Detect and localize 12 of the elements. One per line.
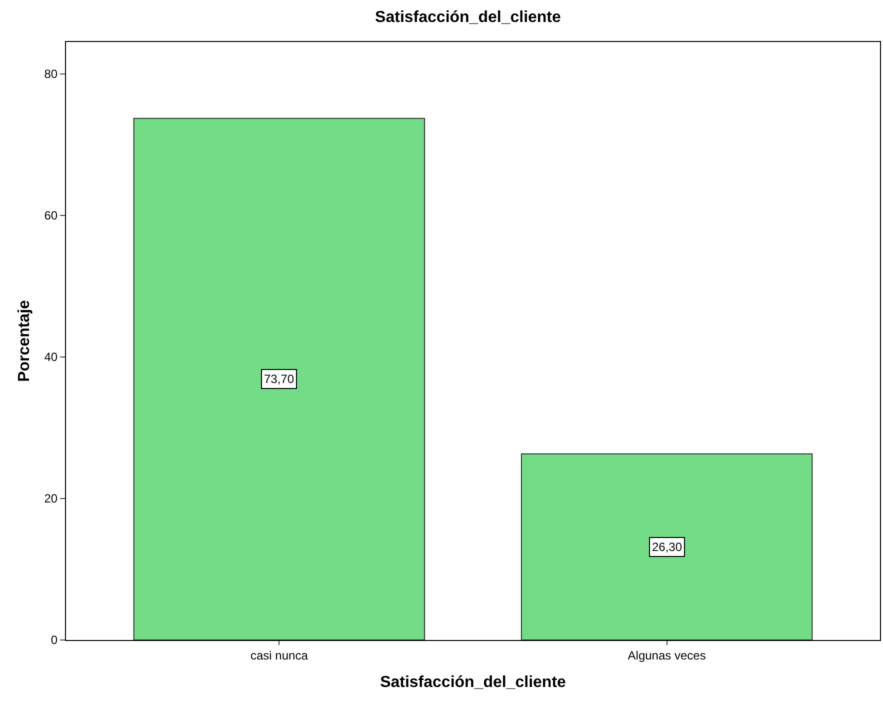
- y-tick-label: 20: [44, 492, 58, 506]
- x-tick-label: casi nunca: [250, 648, 308, 662]
- y-tick-label: 0: [50, 633, 58, 648]
- y-axis-title: Porcentaje: [16, 300, 34, 382]
- y-tick-label: 80: [44, 67, 58, 82]
- data-label: 26,30: [652, 540, 682, 554]
- y-tick-label: 60: [44, 208, 58, 223]
- x-axis-title: Satisfacción_del_cliente: [380, 674, 566, 692]
- data-label: 73,70: [264, 372, 294, 386]
- chart-title: Satisfacción_del_cliente: [375, 8, 562, 26]
- x-tick-label: Algunas veces: [628, 648, 706, 662]
- y-tick-label: 40: [44, 350, 58, 364]
